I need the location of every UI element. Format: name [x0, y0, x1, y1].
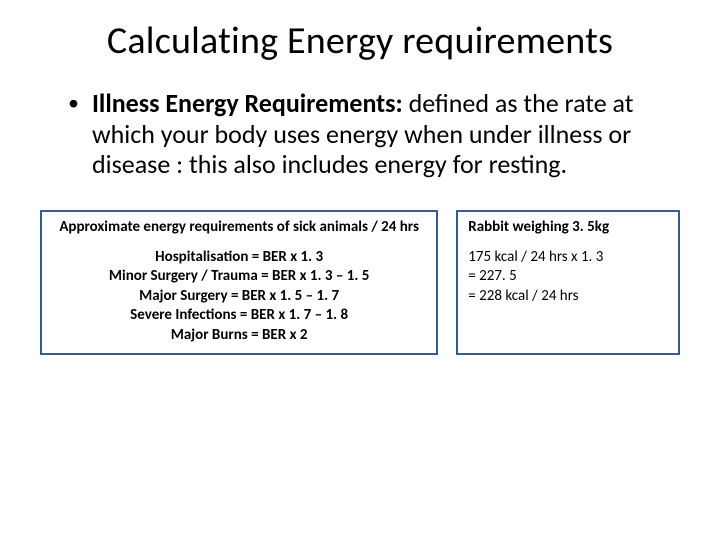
requirements-box: Approximate energy requirements of sick … — [40, 210, 438, 355]
formula-line: Major Burns = BER x 2 — [52, 326, 426, 346]
bullet-item: • Illness Energy Requirements: defined a… — [68, 88, 662, 180]
bullet-dot-icon: • — [68, 88, 92, 180]
requirements-formulas: Hospitalisation = BER x 1. 3 Minor Surge… — [52, 248, 426, 346]
requirements-box-header: Approximate energy requirements of sick … — [52, 218, 426, 238]
example-box-header: Rabbit weighing 3. 5kg — [468, 218, 668, 238]
example-box: Rabbit weighing 3. 5kg 175 kcal / 24 hrs… — [456, 210, 680, 355]
info-boxes: Approximate energy requirements of sick … — [40, 210, 680, 355]
formula-line: Major Surgery = BER x 1. 5 – 1. 7 — [52, 287, 426, 307]
formula-line: Hospitalisation = BER x 1. 3 — [52, 248, 426, 268]
bullet-text: Illness Energy Requirements: defined as … — [92, 88, 662, 180]
formula-line: Severe Infections = BER x 1. 7 – 1. 8 — [52, 306, 426, 326]
example-calculation: 175 kcal / 24 hrs x 1. 3 = 227. 5 = 228 … — [468, 248, 668, 307]
calc-line: = 228 kcal / 24 hrs — [468, 287, 668, 307]
slide: Calculating Energy requirements • Illnes… — [0, 0, 720, 540]
formula-line: Minor Surgery / Trauma = BER x 1. 3 – 1.… — [52, 267, 426, 287]
bullet-list: • Illness Energy Requirements: defined a… — [40, 88, 680, 180]
calc-line: = 227. 5 — [468, 267, 668, 287]
calc-line: 175 kcal / 24 hrs x 1. 3 — [468, 248, 668, 268]
slide-title: Calculating Energy requirements — [40, 18, 680, 64]
bullet-lead: Illness Energy Requirements: — [92, 87, 403, 119]
